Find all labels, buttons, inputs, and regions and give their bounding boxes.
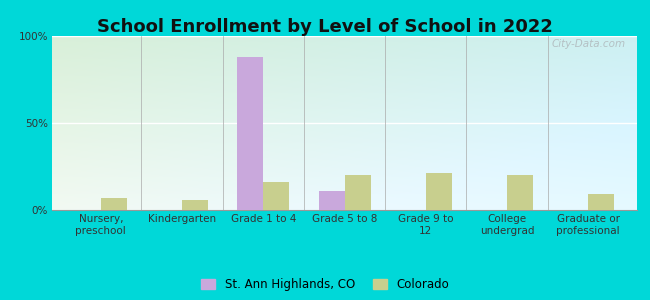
Bar — [426, 173, 452, 210]
Bar — [344, 175, 370, 210]
Bar — [588, 194, 614, 210]
Bar — [318, 191, 344, 210]
Text: City-Data.com: City-Data.com — [551, 40, 625, 50]
Bar — [182, 200, 208, 210]
Bar — [101, 198, 127, 210]
Bar — [237, 57, 263, 210]
Text: School Enrollment by Level of School in 2022: School Enrollment by Level of School in … — [97, 18, 553, 36]
Legend: St. Ann Highlands, CO, Colorado: St. Ann Highlands, CO, Colorado — [201, 278, 449, 291]
Bar — [507, 175, 533, 210]
Bar — [263, 182, 289, 210]
